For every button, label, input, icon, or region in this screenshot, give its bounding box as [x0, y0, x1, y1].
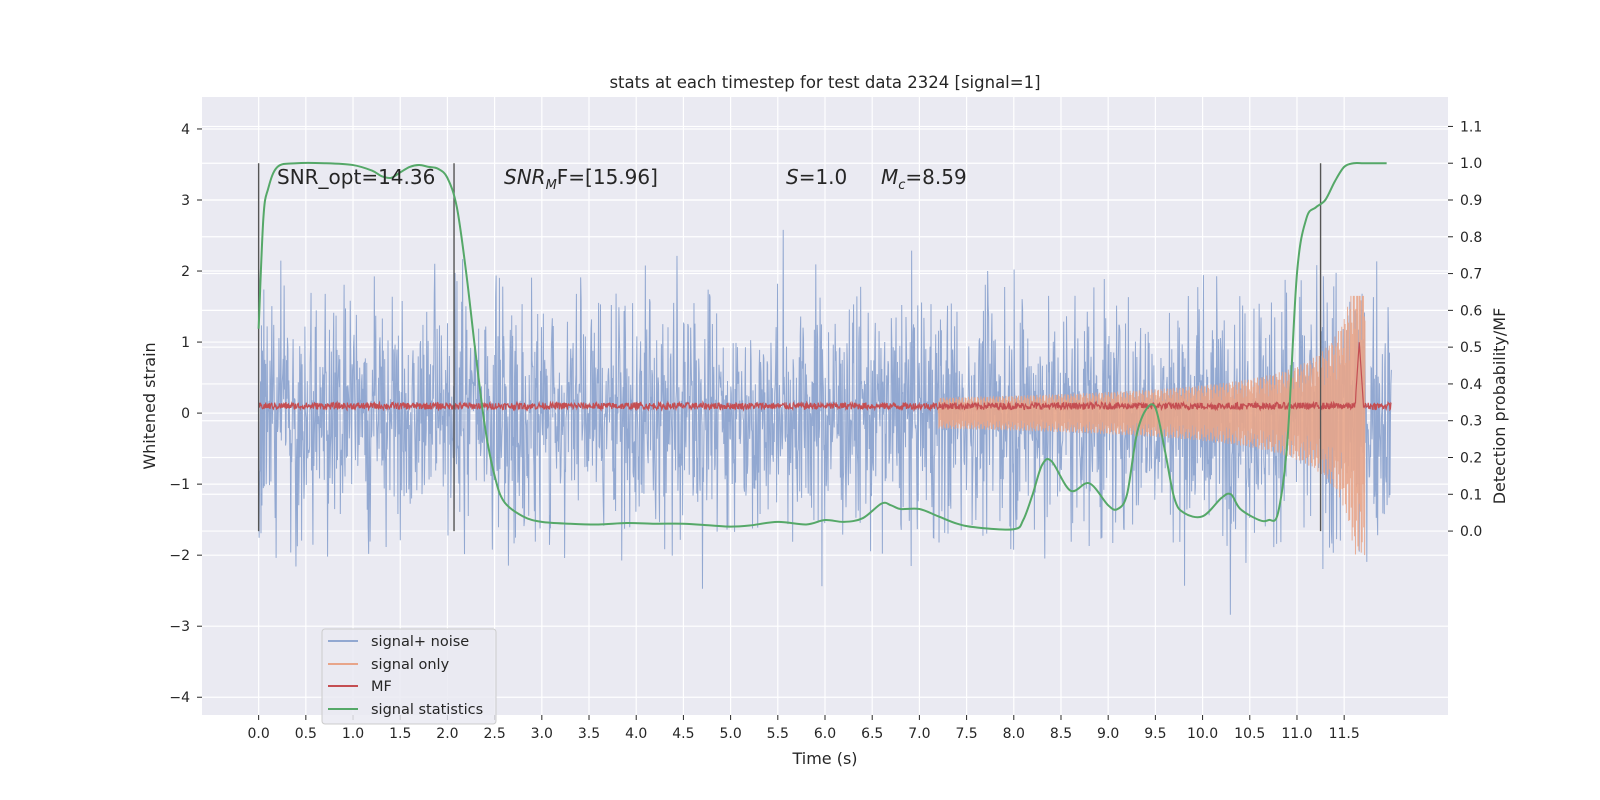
- chart-title: stats at each timestep for test data 232…: [609, 73, 1040, 92]
- x-tick-label: 9.5: [1144, 726, 1166, 742]
- x-tick-label: 8.0: [1003, 726, 1025, 742]
- signal-only-series: [937, 295, 1366, 556]
- annotation-snr-opt: SNR_opt=14.36: [277, 165, 435, 189]
- mf-line: [258, 342, 1392, 412]
- legend-label-signal-noise: signal+ noise: [371, 634, 469, 650]
- right-y-axis-label: Detection probability/MF: [1490, 308, 1509, 505]
- left-y-tick-label: −4: [169, 690, 190, 706]
- x-tick-label: 2.5: [483, 726, 505, 742]
- left-y-tick-label: −3: [169, 619, 190, 635]
- left-y-tick-label: 4: [181, 122, 190, 138]
- left-y-axis-label: Whitened strain: [140, 342, 159, 469]
- legend-label-signal-only: signal only: [371, 657, 450, 673]
- x-tick-label: 6.0: [814, 726, 836, 742]
- x-tick-label: 7.0: [908, 726, 930, 742]
- right-y-tick-label: 0.5: [1460, 340, 1482, 356]
- x-axis-label: Time (s): [791, 749, 857, 768]
- signal-statistics-series: [257, 161, 1387, 531]
- x-tick-label: 5.0: [719, 726, 741, 742]
- left-y-tick-label: 1: [181, 335, 190, 351]
- annotation-s: S=1.0: [786, 165, 847, 189]
- left-y-tick-label: −1: [169, 477, 190, 493]
- signal-statistics-line: [257, 161, 1387, 531]
- left-y-tick-label: 0: [181, 406, 190, 422]
- vertical-markers: [257, 163, 1322, 532]
- x-tick-label: 3.0: [531, 726, 553, 742]
- right-y-tick-label: 0.7: [1460, 267, 1482, 283]
- legend-label-signal-statistics: signal statistics: [371, 702, 483, 718]
- x-tick-label: 8.5: [1050, 726, 1072, 742]
- left-y-tick-label: −2: [169, 548, 190, 564]
- x-tick-label: 0.5: [295, 726, 317, 742]
- annotation-snr-mf: SNRMF=[15.96]: [504, 165, 658, 193]
- x-tick-label: 7.5: [955, 726, 977, 742]
- x-tick-label: 4.5: [672, 726, 694, 742]
- x-tick-label: 0.0: [248, 726, 270, 742]
- right-y-tick-label: 0.2: [1460, 451, 1482, 467]
- x-tick-label: 10.5: [1234, 726, 1265, 742]
- x-tick-label: 2.0: [436, 726, 458, 742]
- left-y-tick-label: 2: [181, 264, 190, 280]
- signal-noise-series: [258, 229, 1392, 615]
- mf-series: [258, 342, 1392, 412]
- x-tick-label: 11.0: [1281, 726, 1312, 742]
- x-tick-label: 6.5: [861, 726, 883, 742]
- right-y-tick-label: 0.8: [1460, 230, 1482, 246]
- left-y-axis-ticks: −4 −3 −2 −1 0 1 2 3 4: [169, 122, 202, 706]
- x-tick-label: 11.5: [1329, 726, 1360, 742]
- x-axis-ticks: 0.0 0.5 1.0 1.5 2.0 2.5 3.0 3.5 4.0 4.5 5.0 5.5 6.0 6…: [248, 715, 1360, 742]
- right-y-axis-ticks: 0.0 0.1 0.2 0.3 0.4 0.5 0.6 0.7 0.8 0.9 1.0 1.1: [1448, 119, 1482, 540]
- left-y-tick-label: 3: [181, 193, 190, 209]
- signal-only-line: [937, 295, 1366, 556]
- annotation-mc: Mc=8.59: [881, 165, 967, 193]
- right-y-tick-label: 0.1: [1460, 487, 1482, 503]
- x-tick-label: 1.5: [389, 726, 411, 742]
- right-y-tick-label: 0.4: [1460, 377, 1482, 393]
- legend: signal+ noise signal only MF signal stat…: [321, 628, 497, 725]
- right-y-tick-label: 0.0: [1460, 524, 1482, 540]
- signal-noise-line: [258, 229, 1392, 615]
- right-y-tick-label: 0.3: [1460, 414, 1482, 430]
- x-tick-label: 9.0: [1097, 726, 1119, 742]
- x-tick-label: 10.0: [1187, 726, 1218, 742]
- x-tick-label: 1.0: [342, 726, 364, 742]
- right-y-tick-label: 0.6: [1460, 303, 1482, 319]
- legend-box: [321, 628, 497, 725]
- right-y-tick-label: 1.0: [1460, 156, 1482, 172]
- x-tick-label: 4.0: [625, 726, 647, 742]
- x-tick-label: 5.5: [767, 726, 789, 742]
- x-tick-label: 3.5: [578, 726, 600, 742]
- right-y-tick-label: 1.1: [1460, 119, 1482, 135]
- legend-label-mf: MF: [371, 679, 392, 695]
- right-y-tick-label: 0.9: [1460, 193, 1482, 209]
